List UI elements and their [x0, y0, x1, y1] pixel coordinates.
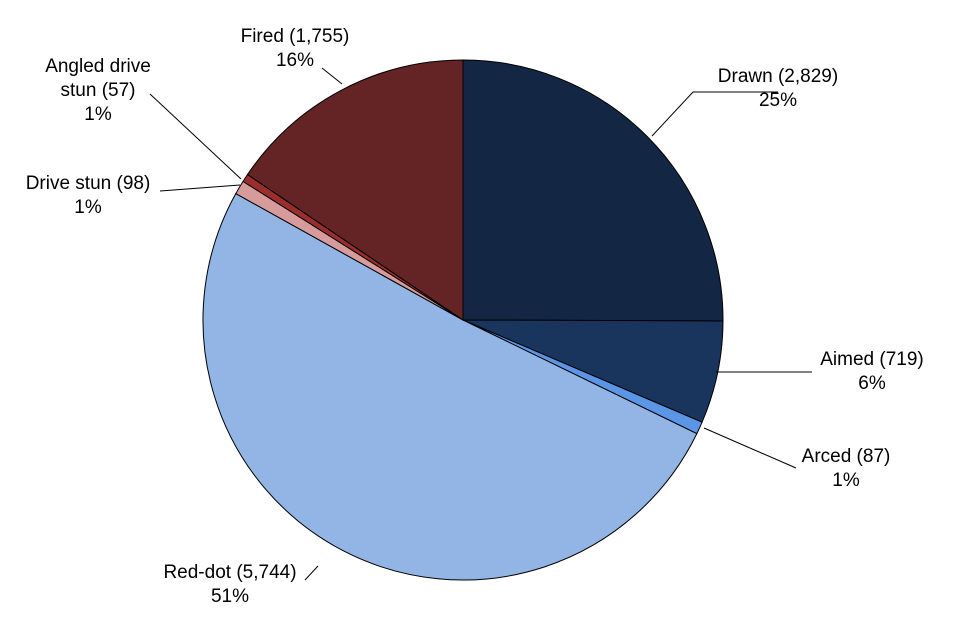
leader-line-arced — [703, 427, 797, 469]
leader-line-angled-drive-stun — [149, 93, 242, 180]
slice-fired — [246, 59, 464, 321]
data-label-arced-line1: Arced (87) — [802, 446, 891, 467]
leader-line-drawn — [651, 91, 778, 137]
data-label-drawn-line2: 25% — [759, 90, 797, 111]
data-label-red-dot-line2: 51% — [211, 586, 249, 607]
leader-line-fired — [321, 67, 343, 85]
data-labels: Drawn (2,829) 25% Aimed (719) 6% Arced (87) 1… — [26, 26, 924, 607]
data-label-red-dot-line1: Red-dot (5,744) — [163, 562, 296, 583]
data-label-aimed-line2: 6% — [858, 373, 886, 394]
leader-line-red-dot — [304, 565, 319, 581]
data-label-fired-line2: 16% — [276, 50, 314, 71]
data-label-drawn-line1: Drawn (2,829) — [718, 66, 838, 87]
data-label-fired-line1: Fired (1,755) — [241, 26, 350, 47]
data-label-angled-drive-stun-line1: Angled drive — [45, 56, 151, 77]
data-label-angled-drive-stun-line3: 1% — [84, 104, 112, 125]
data-label-angled-drive-stun-line2: stun (57) — [61, 80, 136, 101]
data-label-drive-stun-line2: 1% — [74, 197, 102, 218]
data-label-arced-line2: 1% — [832, 470, 860, 491]
slice-red-dot — [202, 192, 698, 581]
pie-slices — [202, 59, 724, 581]
leader-lines — [149, 67, 812, 581]
slice-drawn — [462, 59, 724, 322]
leader-line-drive-stun — [159, 184, 241, 192]
data-label-aimed-line1: Aimed (719) — [820, 349, 924, 370]
data-label-drive-stun-line1: Drive stun (98) — [26, 173, 151, 194]
